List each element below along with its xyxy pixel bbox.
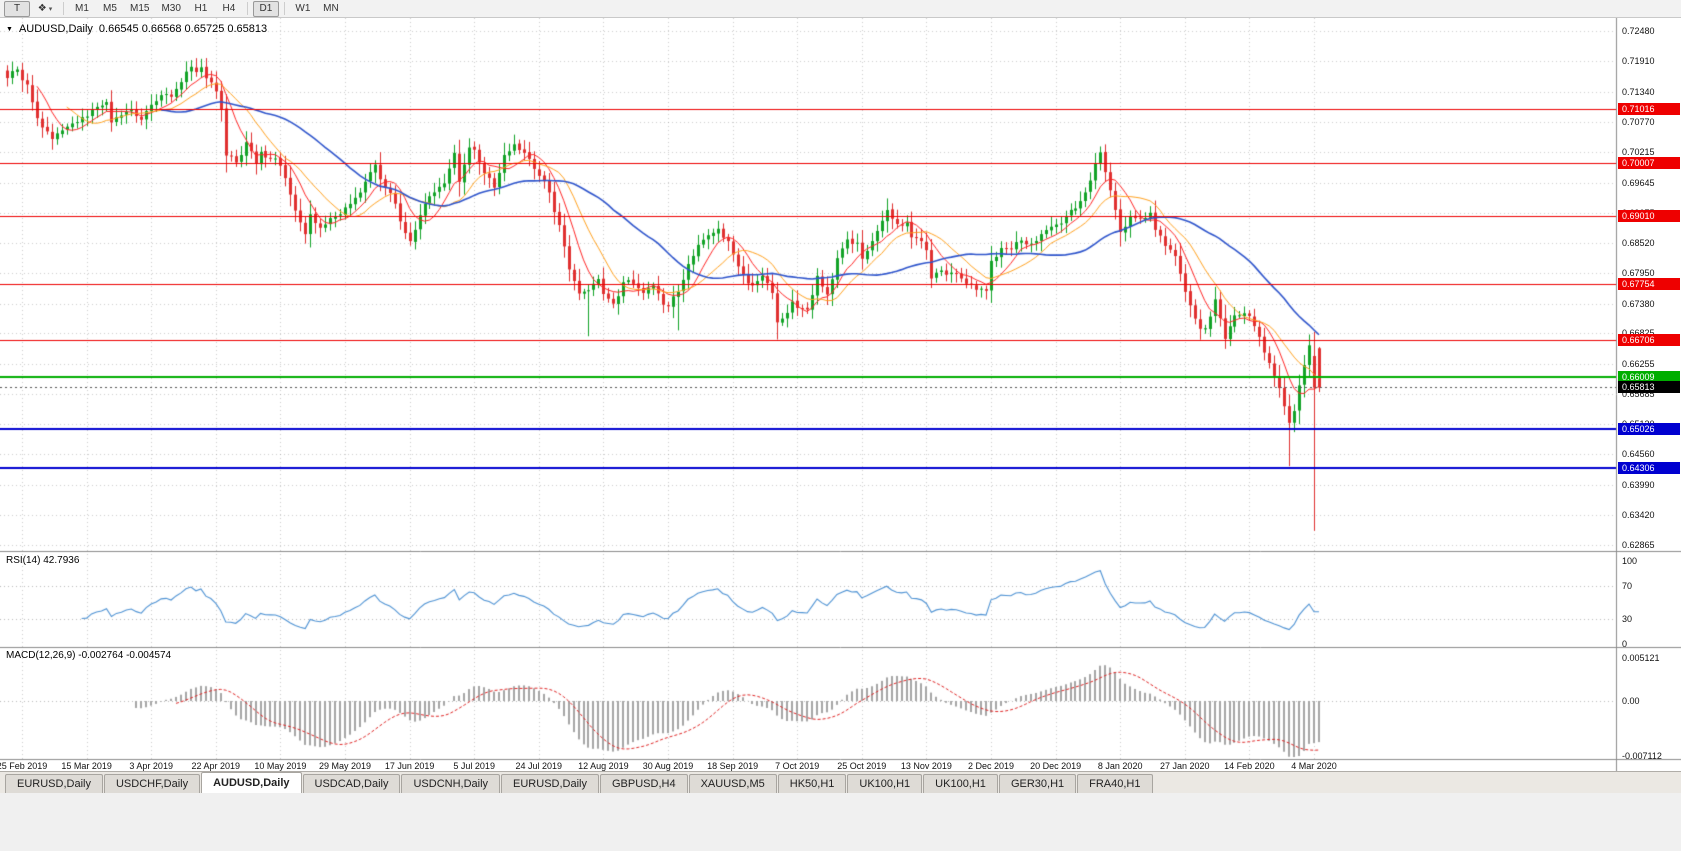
price-axis-tick: 0.72480 <box>1622 26 1655 36</box>
date-label: 24 Jul 2019 <box>515 761 563 771</box>
date-label: 7 Oct 2019 <box>775 761 820 771</box>
date-label: 18 Sep 2019 <box>707 761 759 771</box>
timeframe-button-M1[interactable]: M1 <box>75 2 89 14</box>
chart-tabbar: EURUSD,Daily USDCHF,Daily AUDUSD,Daily USDC… <box>0 771 1681 793</box>
rsi-axis-tick: 100 <box>1622 556 1638 566</box>
chart-symbol-label: AUDUSD,Daily <box>18 23 93 35</box>
date-label: 17 Jun 2019 <box>384 761 435 771</box>
chart-tab-usdcnh-daily[interactable]: USDCNH,Daily <box>401 774 501 793</box>
chart-tab-hk50-h1[interactable]: HK50,H1 <box>777 774 847 793</box>
chart-tab-fra40-h1[interactable]: FRA40,H1 <box>1077 774 1153 793</box>
cursor-tool-button[interactable]: T <box>4 0 30 17</box>
top-toolbar: T ❖ ▾ M1 M5 M15 M30 H1 H4 D1 W1 MN <box>0 0 1681 18</box>
chart-tab-uk100-h1[interactable]: UK100,H1 <box>847 774 923 793</box>
date-label: 15 Mar 2019 <box>61 761 112 771</box>
rsi-indicator-label: RSI(14) 42.7936 <box>6 555 80 566</box>
symbol-marker-icon: ▼ <box>6 25 13 33</box>
price-axis-tick: 0.66825 <box>1622 328 1655 338</box>
hline-price-badge[interactable]: 0.66706 <box>1618 333 1680 346</box>
hline-price-badge[interactable]: 0.71016 <box>1618 103 1680 116</box>
date-label: 22 Apr 2019 <box>191 761 241 771</box>
timeframe-button-M15[interactable]: M15 <box>130 2 150 14</box>
timeframe-button-M5[interactable]: M5 <box>103 2 117 14</box>
chart-tab-eurusd-daily[interactable]: EURUSD,Daily <box>5 774 103 793</box>
hline-price-badge[interactable]: 0.65026 <box>1618 423 1680 436</box>
timeframe-button-M30[interactable]: M30 <box>161 2 181 14</box>
price-axis-tick: 0.63420 <box>1622 510 1655 521</box>
date-label: 30 Aug 2019 <box>642 761 694 771</box>
timeframe-button-H4[interactable]: H4 <box>222 2 236 14</box>
current-price-badge: 0.65813 <box>1618 381 1680 394</box>
chart-ohlc-values: 0.66545 0.66568 0.65725 0.65813 <box>98 23 268 35</box>
toolbar-separator <box>63 2 64 15</box>
price-axis-tick: 0.66255 <box>1622 358 1655 369</box>
price-axis-tick: 0.70215 <box>1622 147 1655 158</box>
toolbar-separator <box>283 2 285 15</box>
price-axis-tick: 0.71910 <box>1622 56 1655 67</box>
objects-tool-button[interactable]: ❖ ▾ <box>32 1 58 17</box>
chevron-down-icon: ▾ <box>48 5 53 13</box>
date-label: 25 Oct 2019 <box>837 761 887 771</box>
date-label: 20 Dec 2019 <box>1030 761 1082 771</box>
hline-price-badge[interactable]: 0.70007 <box>1618 157 1680 170</box>
date-label: 25 Feb 2019 <box>0 761 48 771</box>
price-axis-tick: 0.71340 <box>1622 86 1655 97</box>
price-axis-tick: 0.68520 <box>1622 237 1655 248</box>
price-axis-tick: 0.64560 <box>1622 449 1655 460</box>
date-label: 14 Feb 2020 <box>1224 761 1275 771</box>
date-label: 27 Jan 2020 <box>1160 761 1210 771</box>
chart-tab-eurusd-daily[interactable]: EURUSD,Daily <box>501 774 599 793</box>
hline-price-badge[interactable]: 0.64306 <box>1618 461 1680 474</box>
timeframe-button-W1[interactable]: W1 <box>295 2 311 14</box>
timeframe-group: M1 M5 M15 M30 H1 H4 D1 W1 MN <box>68 0 345 17</box>
chart-tab-xauusd-m5[interactable]: XAUUSD,M5 <box>688 774 777 793</box>
price-axis-tick: 0.67950 <box>1622 268 1655 279</box>
chart-tab-gbpusd-h4[interactable]: GBPUSD,H4 <box>600 774 688 793</box>
date-label: 4 Mar 2020 <box>1291 761 1337 771</box>
window-filler <box>0 793 1681 851</box>
cursor-tool-label: T <box>13 2 21 14</box>
price-axis-tick: 0.69645 <box>1622 177 1655 188</box>
timeframe-button-MN[interactable]: MN <box>323 2 339 14</box>
macd-axis-tick: 0.005121 <box>1622 652 1660 663</box>
date-label: 3 Apr 2019 <box>129 761 173 771</box>
hline-price-badge[interactable]: 0.66009 <box>1618 370 1680 383</box>
price-axis-tick: 0.62865 <box>1622 540 1655 550</box>
date-label: 12 Aug 2019 <box>578 761 629 771</box>
price-axis-tick: 0.70770 <box>1622 117 1655 128</box>
price-axis-tick: 0.63990 <box>1622 479 1655 490</box>
chart-tab-usdcad-daily[interactable]: USDCAD,Daily <box>302 774 401 793</box>
toolbar-separator <box>246 2 248 15</box>
objects-icon: ❖ <box>37 2 47 14</box>
date-label: 8 Jan 2020 <box>1097 761 1143 771</box>
macd-axis-tick: -0.007112 <box>1622 751 1662 761</box>
date-label: 29 May 2019 <box>318 761 372 771</box>
date-label: 10 May 2019 <box>254 761 307 771</box>
hline-price-badge[interactable]: 0.67754 <box>1618 277 1680 290</box>
date-label: 13 Nov 2019 <box>900 761 952 771</box>
timeframe-button-H1[interactable]: H1 <box>194 2 208 14</box>
rsi-axis-tick: 70 <box>1622 580 1633 591</box>
price-axis-tick: 0.67380 <box>1622 298 1655 309</box>
hline-price-badge[interactable]: 0.69010 <box>1618 210 1680 223</box>
chart-title: ▼ AUDUSD,Daily 0.66545 0.66568 0.65725 0… <box>6 23 267 35</box>
chart-tab-ger30-h1[interactable]: GER30,H1 <box>998 774 1077 793</box>
chart-tab-usdchf-daily[interactable]: USDCHF,Daily <box>103 774 201 793</box>
macd-axis-tick: 0.00 <box>1622 696 1640 706</box>
chart-window: ▼ AUDUSD,Daily 0.66545 0.66568 0.65725 0… <box>0 18 1681 771</box>
macd-indicator-label: MACD(12,26,9) -0.002764 -0.004574 <box>6 650 172 661</box>
rsi-axis-tick: 30 <box>1622 614 1633 625</box>
rsi-axis-tick: 0 <box>1622 639 1628 649</box>
chart-tab-uk100-h1[interactable]: UK100,H1 <box>923 774 998 793</box>
date-label: 2 Dec 2019 <box>967 761 1015 771</box>
price-axis-tick: 0.65685 <box>1622 389 1655 400</box>
date-label: 5 Jul 2019 <box>453 761 495 771</box>
timeframe-button-D1[interactable]: D1 <box>252 0 279 17</box>
price-chart-canvas[interactable] <box>0 18 1681 771</box>
chart-tab-audusd-daily[interactable]: AUDUSD,Daily <box>201 772 302 793</box>
